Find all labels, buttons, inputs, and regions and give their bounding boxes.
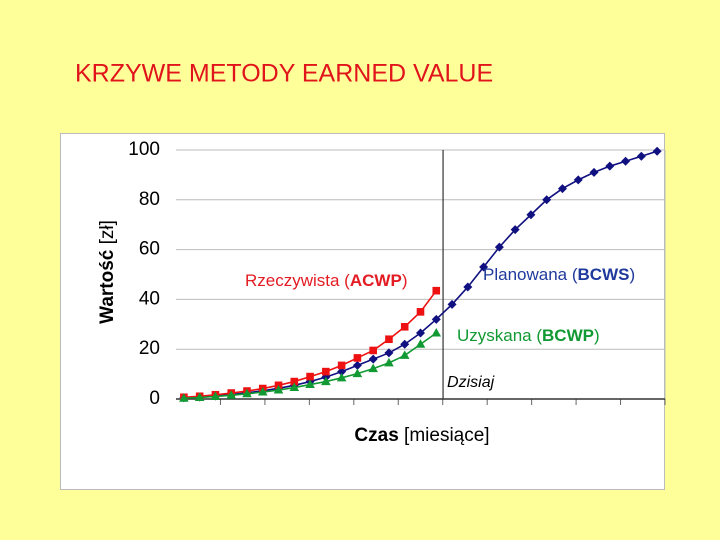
data-point [369, 346, 377, 355]
data-point [321, 376, 331, 386]
slide-title: KRZYWE METODY EARNED VALUE [75, 60, 493, 88]
data-point [431, 328, 442, 337]
data-point [447, 299, 457, 309]
data-point [352, 360, 362, 370]
data-point [290, 377, 299, 386]
data-point [352, 368, 363, 378]
series-label-part: BCWS [578, 265, 630, 284]
series-label-part: Rzeczywista ( [245, 271, 350, 290]
series-label-part: ) [594, 326, 600, 345]
today-label: Dzisiaj [447, 374, 495, 391]
y-tick-label: 0 [149, 388, 160, 409]
data-point [242, 388, 252, 398]
y-tick-label: 20 [139, 338, 160, 359]
data-point [605, 161, 615, 171]
data-point [415, 339, 426, 348]
data-point [400, 339, 410, 349]
data-point [494, 242, 504, 252]
data-point [573, 175, 583, 185]
data-point [432, 286, 441, 295]
data-point [384, 348, 394, 358]
y-tick-label: 100 [128, 139, 160, 160]
data-point [305, 379, 315, 389]
y-axis-label-part: Wartość [97, 249, 118, 324]
data-point [353, 354, 362, 362]
series-label-part: Uzyskana ( [457, 326, 542, 345]
data-point [431, 314, 441, 324]
data-point [542, 195, 552, 205]
data-point [416, 328, 425, 338]
data-point [336, 372, 347, 382]
x-axis-label-part: [miesiące] [399, 425, 490, 446]
data-point [179, 393, 189, 402]
data-point [337, 367, 347, 377]
data-point [337, 361, 346, 370]
data-point [368, 363, 378, 373]
series-label: Planowana (BCWS) [483, 265, 635, 284]
y-tick-label: 40 [139, 288, 160, 309]
series-label-part: Planowana ( [483, 265, 578, 284]
data-point [210, 391, 221, 401]
data-point [510, 225, 520, 235]
data-point [289, 382, 300, 392]
chart-frame [60, 133, 665, 490]
series-label: Uzyskana (BCWP) [457, 326, 600, 345]
data-point [273, 385, 284, 394]
data-point [557, 184, 567, 194]
data-point [636, 151, 646, 161]
series-label-part: ACWP [350, 271, 402, 290]
y-axis-label-part: [zł] [97, 220, 118, 250]
y-tick-label: 80 [139, 189, 160, 210]
x-axis-label-part: Czas [354, 425, 398, 446]
y-tick-label: 60 [139, 239, 160, 260]
data-point [399, 350, 410, 359]
data-point [306, 372, 314, 381]
x-axis-label: Czas [miesiące] [354, 425, 489, 446]
data-point [322, 367, 330, 376]
data-point [589, 167, 599, 177]
data-point [526, 210, 536, 220]
data-point [621, 156, 631, 166]
series-label-part: BCWP [542, 326, 594, 345]
data-point [400, 322, 409, 331]
data-point [368, 354, 378, 364]
data-point [479, 262, 489, 272]
data-point [463, 282, 473, 292]
series-label-part: ) [402, 271, 408, 290]
series-label-part: ) [629, 265, 635, 284]
data-point [385, 335, 393, 344]
series-label: Rzeczywista (ACWP) [245, 271, 407, 290]
data-point [194, 392, 205, 402]
data-point [652, 146, 662, 156]
y-axis-label: Wartość [zł] [97, 220, 118, 324]
data-point [416, 308, 425, 316]
data-point [226, 390, 237, 399]
data-point [384, 357, 394, 367]
data-point [257, 387, 268, 396]
